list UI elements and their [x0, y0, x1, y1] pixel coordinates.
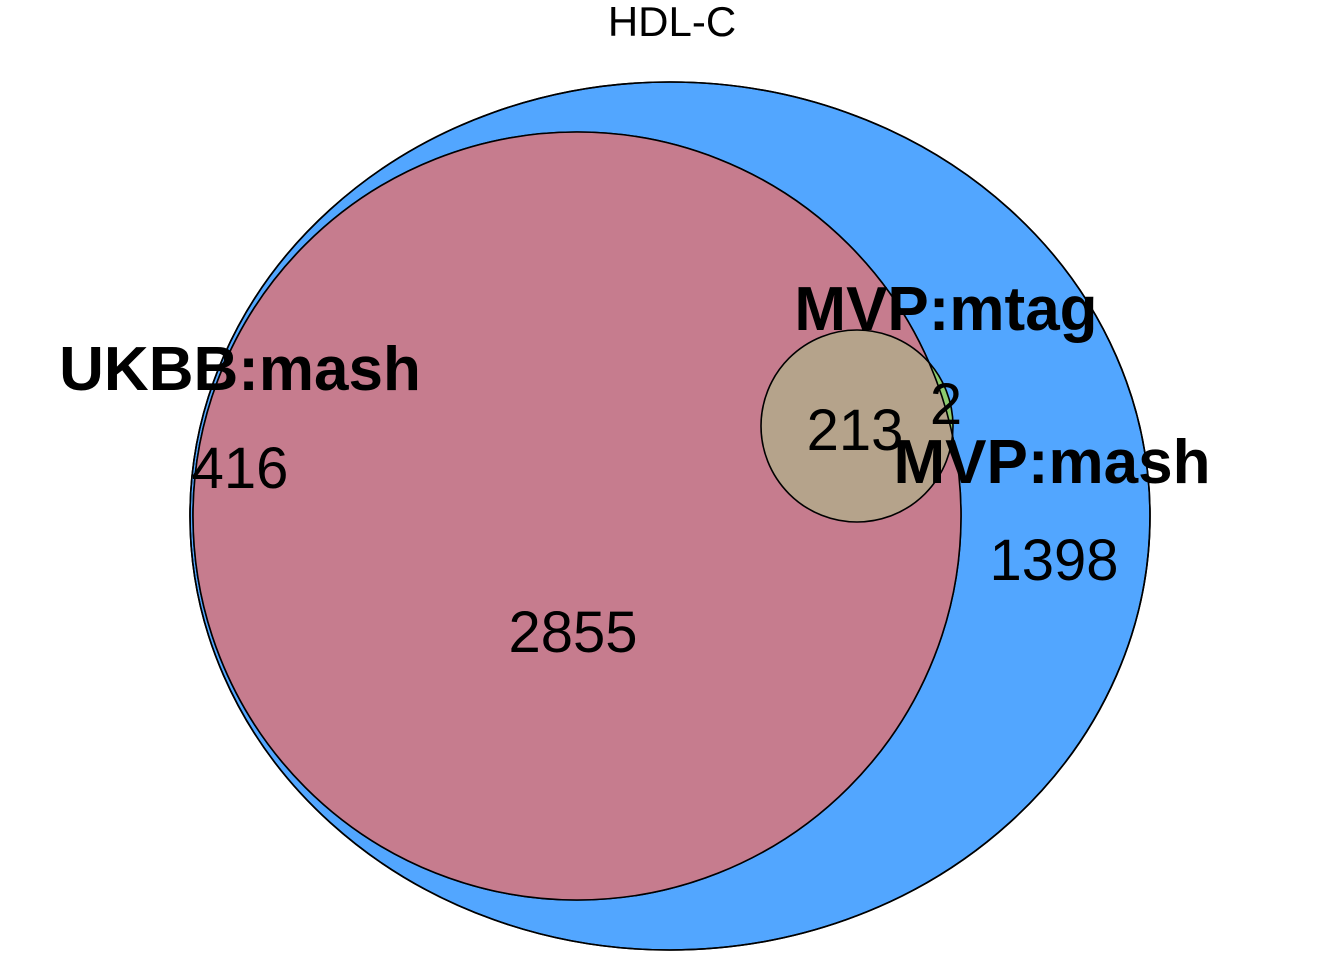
set-label-ukbb-mash: UKBB:mash: [59, 335, 421, 404]
diagram-title: HDL-C: [608, 0, 736, 45]
mvp-mtag-core-region: [761, 330, 953, 522]
count-ukbb-mvp-mash: 2855: [508, 600, 637, 665]
mvp-mash-outline: [189, 81, 1151, 951]
count-mvp-mash-only: 1398: [989, 528, 1118, 593]
count-mvp-mash-mtag: 2: [930, 372, 962, 437]
set-label-mvp-mash: MVP:mash: [894, 428, 1211, 497]
set-label-mvp-mtag: MVP:mtag: [794, 275, 1097, 344]
mvp-mtag-outline: [760, 329, 954, 523]
ukbb-mash-outline: [192, 131, 962, 901]
count-ukbb-only: 416: [192, 436, 289, 501]
count-all-three: 213: [807, 398, 904, 463]
